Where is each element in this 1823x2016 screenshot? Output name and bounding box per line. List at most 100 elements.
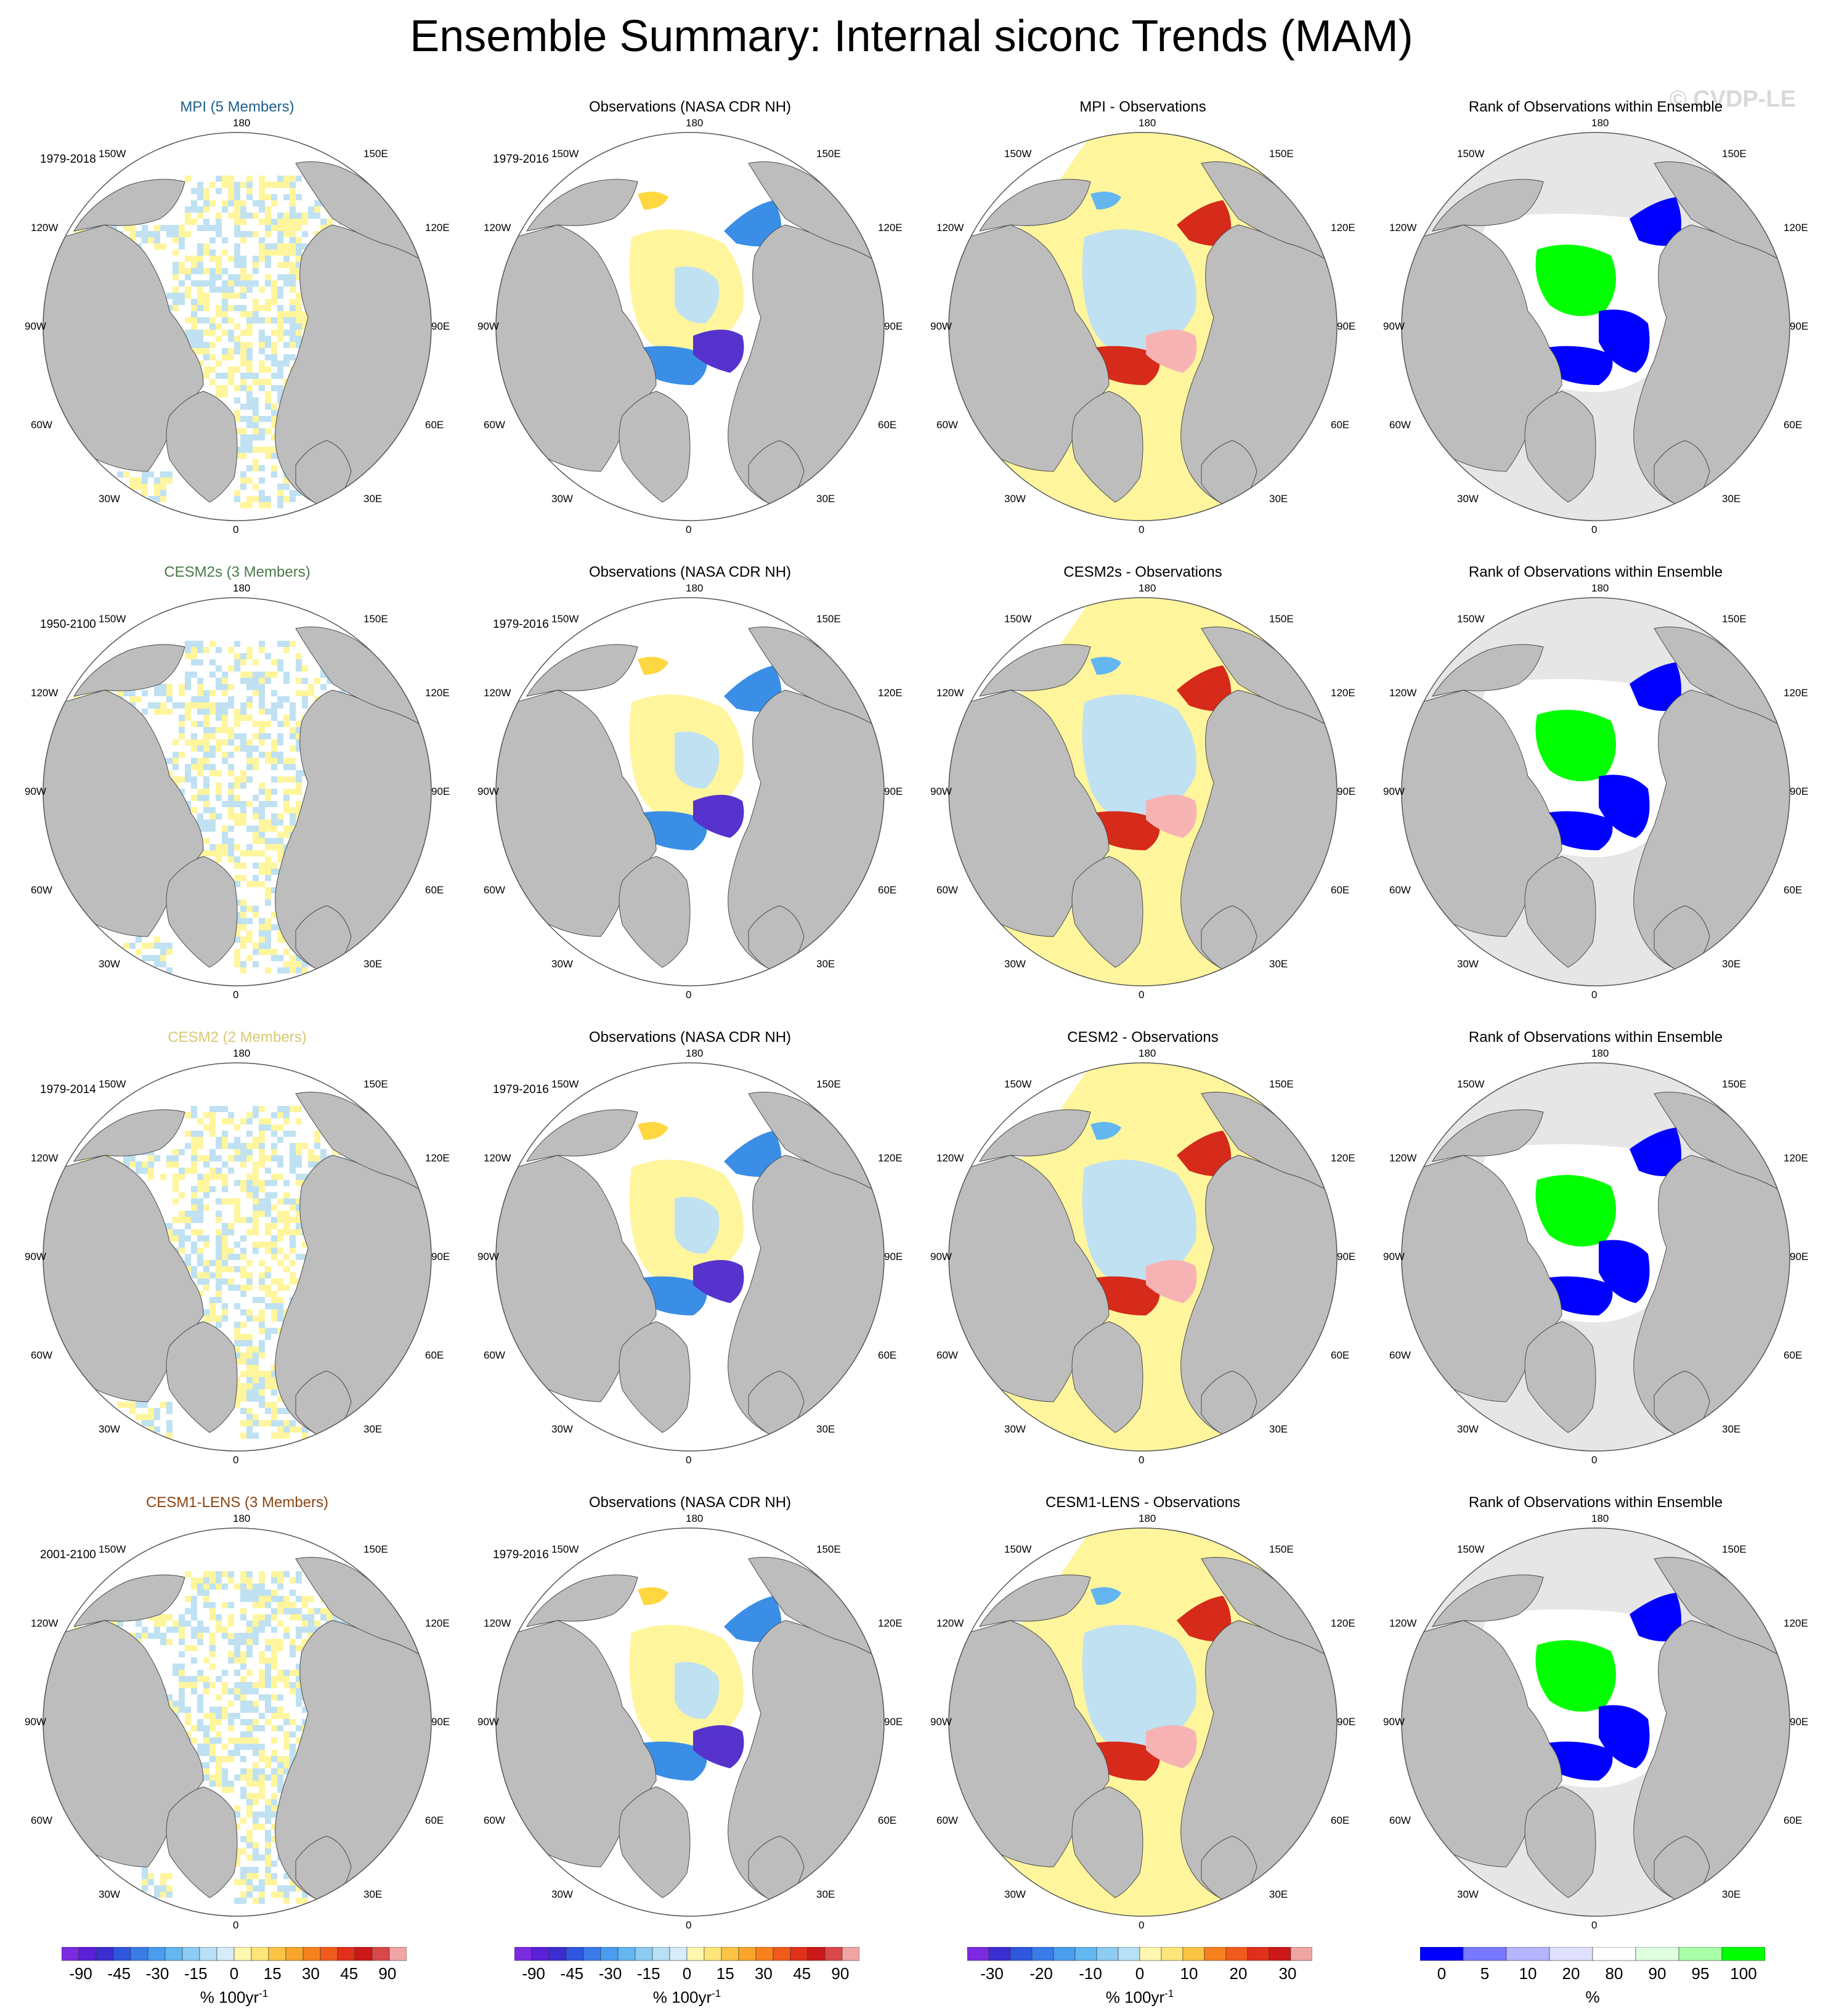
colorbar-swatch xyxy=(1031,1946,1054,1961)
grid-cell xyxy=(185,1627,191,1633)
grid-cell xyxy=(253,826,259,832)
grid-cell xyxy=(228,782,234,789)
grid-cell xyxy=(222,795,228,801)
grid-cell xyxy=(191,268,197,274)
grid-cell xyxy=(222,838,228,844)
grid-cell xyxy=(240,672,246,678)
longitude-label: 180 xyxy=(1139,582,1156,594)
grid-cell xyxy=(216,1303,222,1309)
polar-map xyxy=(495,132,885,521)
grid-cell xyxy=(173,1217,179,1223)
grid-cell xyxy=(296,1596,302,1602)
grid-cell xyxy=(265,1291,271,1297)
grid-cell xyxy=(265,1242,271,1248)
grid-cell xyxy=(148,484,154,490)
grid-cell xyxy=(216,1106,222,1112)
grid-cell xyxy=(129,1879,136,1885)
grid-cell xyxy=(259,659,265,665)
grid-cell xyxy=(253,1242,259,1248)
grid-cell xyxy=(228,1180,234,1186)
grid-cell xyxy=(253,1676,259,1682)
grid-cell xyxy=(240,1217,246,1223)
grid-cell xyxy=(246,1799,253,1805)
grid-cell xyxy=(216,1768,222,1774)
map-panel-model: MPI (5 Members) 1979-2018 180 0 150W 150E 120W… xyxy=(25,99,450,542)
grid-cell xyxy=(246,287,253,293)
grid-cell xyxy=(166,1149,173,1155)
grid-cell xyxy=(259,1836,265,1842)
grid-cell xyxy=(246,280,253,287)
colorbar-swatch xyxy=(967,1946,989,1961)
grid-cell xyxy=(259,1651,265,1657)
grid-cell xyxy=(197,641,203,647)
grid-cell xyxy=(203,641,209,647)
grid-cell xyxy=(265,256,271,262)
longitude-label: 60W xyxy=(936,1815,958,1826)
grid-cell xyxy=(265,1168,271,1174)
grid-cell xyxy=(209,250,216,256)
grid-cell xyxy=(216,1781,222,1787)
grid-cell xyxy=(290,1155,296,1161)
longitude-label: 60E xyxy=(425,419,444,431)
grid-cell xyxy=(253,200,259,206)
grid-cell xyxy=(234,752,240,758)
grid-cell xyxy=(246,1272,253,1278)
grid-cell xyxy=(222,1682,228,1688)
grid-cell xyxy=(271,1124,277,1131)
colorbar-tick-label: -15 xyxy=(184,1964,208,1983)
grid-cell xyxy=(271,385,277,391)
grid-cell xyxy=(216,1112,222,1118)
grid-cell xyxy=(253,1750,259,1756)
grid-cell xyxy=(216,1155,222,1161)
grid-cell xyxy=(277,243,283,250)
colorbar-swatch xyxy=(842,1946,860,1961)
grid-cell xyxy=(253,1892,259,1898)
grid-cell xyxy=(197,1174,203,1180)
grid-cell xyxy=(265,1892,271,1898)
observations-title: Observations (NASA CDR NH) xyxy=(588,99,792,115)
longitude-label: 150W xyxy=(551,613,579,625)
grid-cell xyxy=(246,213,253,219)
grid-cell xyxy=(246,1168,253,1174)
grid-cell xyxy=(123,1408,129,1414)
grid-cell xyxy=(246,1143,253,1149)
grid-cell xyxy=(148,1879,154,1885)
grid-cell xyxy=(228,1192,234,1198)
longitude-label: 30E xyxy=(1269,1423,1288,1435)
grid-cell xyxy=(240,949,246,955)
grid-cell xyxy=(222,1242,228,1248)
grid-cell xyxy=(228,1670,234,1676)
grid-cell xyxy=(234,1131,240,1137)
grid-cell xyxy=(234,182,240,188)
grid-cell xyxy=(173,1242,179,1248)
difference-title: CESM2 - Observations xyxy=(1067,1029,1219,1046)
grid-cell xyxy=(277,1272,283,1278)
land-mass xyxy=(295,161,431,269)
grid-cell xyxy=(253,918,259,924)
grid-cell xyxy=(271,752,277,758)
grid-cell xyxy=(191,641,197,647)
grid-cell xyxy=(290,1651,296,1657)
grid-cell xyxy=(246,385,253,391)
grid-cell xyxy=(191,243,197,250)
grid-cell xyxy=(142,1627,148,1633)
grid-cell xyxy=(259,1315,265,1322)
grid-cell xyxy=(253,801,259,807)
grid-cell xyxy=(222,182,228,188)
grid-cell xyxy=(259,856,265,863)
grid-cell xyxy=(228,1149,234,1155)
grid-cell xyxy=(203,354,209,360)
grid-cell xyxy=(136,231,142,237)
grid-cell xyxy=(246,1408,253,1414)
grid-cell xyxy=(271,850,277,856)
grid-cell xyxy=(240,912,246,918)
land-mass xyxy=(1201,627,1337,734)
grid-cell xyxy=(320,1143,327,1149)
grid-cell xyxy=(179,299,185,305)
grid-cell xyxy=(320,1614,327,1620)
rank-title: Rank of Observations within Ensemble xyxy=(1468,1494,1723,1511)
grid-cell xyxy=(209,727,216,733)
grid-cell xyxy=(123,1873,129,1879)
longitude-label: 30W xyxy=(551,1423,573,1435)
longitude-label: 150W xyxy=(1004,1543,1032,1555)
